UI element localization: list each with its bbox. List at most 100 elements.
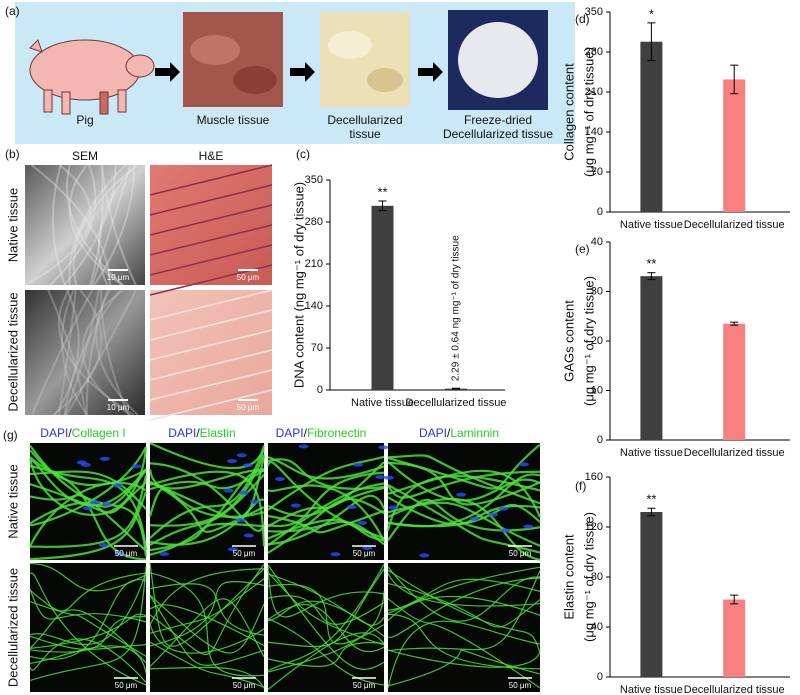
- fiber: [387, 496, 541, 526]
- nucleus: [518, 462, 529, 467]
- y-tick-label: 0: [597, 434, 603, 446]
- fiber: [149, 641, 265, 688]
- fiber: [267, 509, 385, 534]
- column-header: DAPI/Laminnin: [419, 426, 499, 440]
- fiber: [148, 467, 265, 490]
- fiber: [267, 618, 385, 686]
- step-label: Muscle tissue: [197, 113, 270, 127]
- fiber: [267, 455, 385, 511]
- image-texture: [51, 164, 66, 286]
- nucleus: [290, 503, 301, 508]
- x-tick-label: Native tissue: [351, 397, 414, 409]
- sem-image: [25, 165, 145, 285]
- y-tick-label: 40: [591, 621, 603, 633]
- significance-marker: **: [646, 492, 656, 507]
- image-texture: [85, 289, 109, 416]
- image-texture: [93, 164, 136, 286]
- image-texture: [31, 289, 94, 416]
- fiber: [387, 570, 541, 652]
- fiber: [29, 562, 147, 592]
- scale-bar-label: 50 μm: [115, 681, 138, 690]
- panel-label: (b): [5, 147, 20, 161]
- fiber: [387, 613, 541, 670]
- bar: [640, 512, 663, 677]
- column-header: DAPI/Collagen I: [40, 426, 125, 440]
- panel-label: (g): [3, 428, 18, 442]
- fiber: [29, 481, 147, 547]
- fiber: [149, 454, 266, 527]
- fiber: [387, 470, 541, 499]
- scale-bar-label: 50 μm: [237, 273, 260, 282]
- y-axis-label: (μg mg⁻¹ of dry tissue): [581, 512, 596, 642]
- nucleus: [357, 520, 368, 525]
- fiber: [149, 442, 266, 470]
- y-tick-label: 70: [591, 166, 603, 178]
- nucleus: [523, 524, 534, 529]
- fiber: [149, 568, 265, 626]
- stain-label: DAPI: [276, 426, 304, 440]
- arrow: [290, 62, 315, 82]
- nucleus: [112, 483, 123, 488]
- fiber: [29, 572, 147, 686]
- he-image: [150, 165, 272, 285]
- fiber: [267, 584, 385, 645]
- y-axis-label: Collagen content: [561, 63, 576, 161]
- scale-bar-label: 50 μm: [233, 681, 256, 690]
- column-header: DAPI/Fibronectin: [276, 426, 367, 440]
- image-texture: [63, 289, 122, 416]
- y-tick-label: 350: [585, 6, 603, 18]
- fiber: [29, 481, 147, 514]
- fiber: [387, 577, 541, 639]
- image-texture: [68, 164, 123, 286]
- scale-bar-label: 50 μm: [509, 681, 532, 690]
- nucleus: [76, 460, 87, 465]
- fiber: [149, 604, 265, 647]
- nucleus: [227, 459, 238, 464]
- fiber: [149, 594, 265, 654]
- arrow: [418, 62, 443, 82]
- he-image: [150, 290, 272, 415]
- step-label: Decellularized: [327, 113, 402, 127]
- fiber: [29, 616, 147, 653]
- stain-label: DAPI: [40, 426, 68, 440]
- step-label: Pig: [76, 113, 93, 127]
- fiber: [149, 469, 265, 491]
- fiber: [387, 501, 541, 547]
- nucleus: [346, 504, 357, 509]
- image-texture: [149, 264, 273, 296]
- fiber: [149, 578, 265, 634]
- fiber: [387, 649, 541, 668]
- fiber: [29, 572, 147, 646]
- bar: [640, 41, 663, 212]
- nucleus: [469, 516, 480, 521]
- nucleus: [242, 463, 253, 468]
- fiber: [267, 471, 385, 528]
- image-texture: [149, 349, 273, 381]
- image-texture: [100, 289, 130, 416]
- step-label: Decellularized tissue: [443, 127, 553, 141]
- nucleus: [159, 551, 170, 556]
- nucleus: [235, 518, 246, 523]
- stain-label: Collagen I: [72, 426, 126, 440]
- fiber: [387, 598, 541, 689]
- fiber: [28, 447, 148, 516]
- panel-label: (f): [575, 479, 586, 493]
- y-tick-label: 210: [305, 258, 323, 270]
- column-header: SEM: [72, 149, 98, 163]
- photo-texture: [190, 35, 240, 65]
- scale-bar-label: 50 μm: [115, 549, 138, 558]
- image-texture: [149, 309, 273, 341]
- x-tick-label: Native tissue: [620, 447, 683, 459]
- nucleus: [131, 464, 142, 469]
- nucleus: [274, 477, 285, 482]
- image-texture: [60, 289, 88, 416]
- image-texture: [52, 289, 103, 416]
- panel-label: (c): [296, 147, 310, 161]
- x-tick-label: Decellularized tissue: [684, 219, 785, 231]
- fiber: [387, 454, 541, 505]
- fiber: [266, 460, 385, 540]
- y-tick-label: 30: [591, 285, 603, 297]
- x-tick-label: Decellularized tissue: [684, 684, 785, 695]
- x-tick-label: Decellularized tissue: [684, 447, 785, 459]
- decellularized-photo: [320, 12, 410, 107]
